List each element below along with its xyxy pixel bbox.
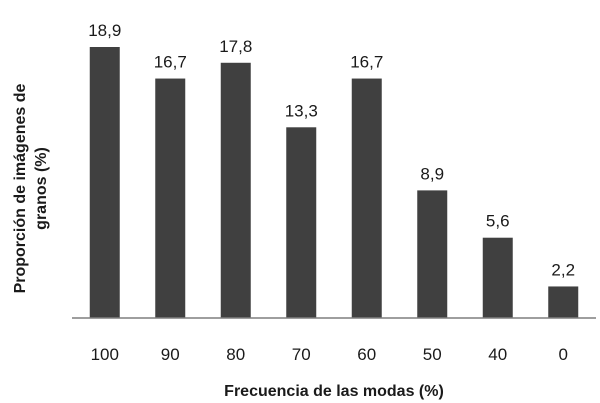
x-tick-label-50: 50 bbox=[423, 345, 442, 364]
x-tick-label-0: 0 bbox=[559, 345, 568, 364]
y-axis-title-line-1: Proporción de imágenes de bbox=[12, 83, 29, 293]
x-tick-labels: 100 90 80 70 60 50 40 0 bbox=[91, 345, 568, 364]
data-label-60: 16,7 bbox=[350, 53, 383, 72]
bar-90 bbox=[155, 78, 186, 318]
x-tick-label-40: 40 bbox=[488, 345, 507, 364]
x-tick-label-90: 90 bbox=[161, 345, 180, 364]
bar-40 bbox=[482, 237, 513, 318]
data-label-70: 13,3 bbox=[285, 101, 318, 120]
data-label-100: 18,9 bbox=[88, 21, 121, 40]
y-axis-title-line-2: granos (%) bbox=[33, 147, 50, 230]
data-label-80: 17,8 bbox=[219, 37, 252, 56]
data-label-40: 5,6 bbox=[486, 212, 510, 231]
x-tick-label-100: 100 bbox=[91, 345, 119, 364]
x-tick-label-80: 80 bbox=[226, 345, 245, 364]
x-axis-title: Frecuencia de las modas (%) bbox=[224, 383, 444, 400]
data-labels-layer: 18,9 16,7 17,8 13,3 16,7 8,9 5,6 2,2 bbox=[88, 21, 575, 279]
bar-100 bbox=[89, 47, 120, 318]
bar-70 bbox=[286, 127, 317, 318]
data-label-90: 16,7 bbox=[154, 53, 187, 72]
bar-60 bbox=[351, 78, 382, 318]
bars-layer bbox=[89, 47, 579, 318]
x-tick-label-70: 70 bbox=[292, 345, 311, 364]
data-label-0: 2,2 bbox=[551, 260, 575, 279]
bar-80 bbox=[220, 62, 251, 318]
data-label-50: 8,9 bbox=[420, 164, 444, 183]
x-tick-label-60: 60 bbox=[357, 345, 376, 364]
bar-50 bbox=[417, 190, 448, 318]
bar-0 bbox=[548, 286, 579, 318]
